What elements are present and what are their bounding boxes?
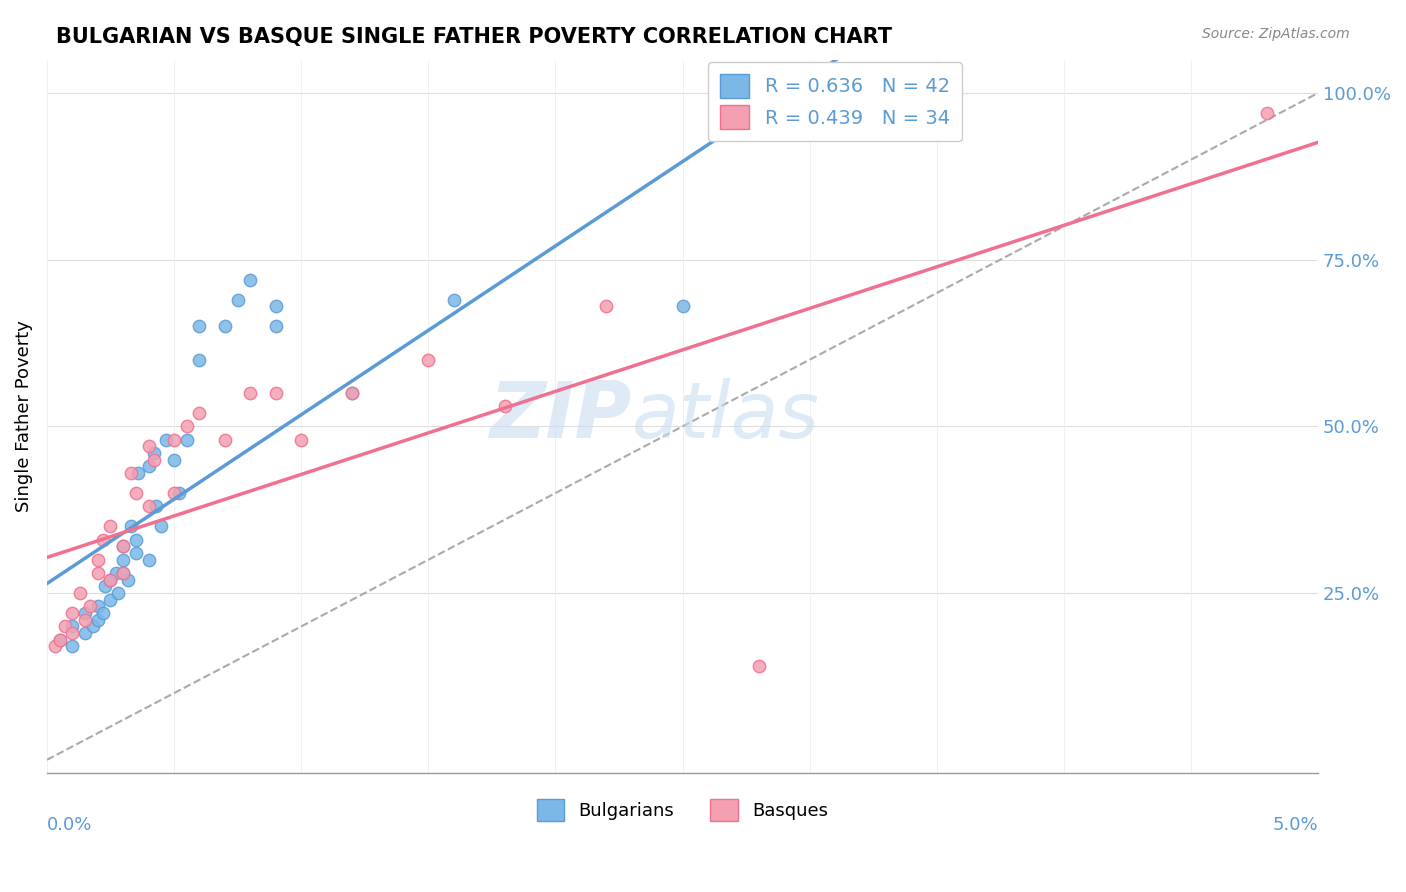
Point [60, 606, 83, 620]
Point [226, 293, 249, 307]
Point [138, 439, 160, 453]
Point [1256, 106, 1278, 120]
Point [87, 553, 110, 567]
Point [748, 659, 770, 673]
Point [167, 486, 190, 500]
Point [163, 433, 186, 447]
Point [112, 553, 135, 567]
Point [87, 566, 110, 581]
Text: atlas: atlas [631, 378, 820, 454]
Point [112, 540, 135, 554]
Point [418, 352, 440, 367]
Point [91, 533, 114, 547]
Point [87, 613, 110, 627]
Point [176, 419, 198, 434]
Point [142, 446, 165, 460]
Point [176, 433, 198, 447]
Point [264, 319, 287, 334]
Text: ZIP: ZIP [489, 378, 631, 454]
Point [340, 386, 363, 401]
Point [87, 599, 110, 614]
Point [48, 632, 70, 647]
Point [60, 626, 83, 640]
Point [214, 319, 236, 334]
Point [138, 553, 160, 567]
Legend: Bulgarians, Basques: Bulgarians, Basques [530, 792, 835, 829]
Point [188, 352, 211, 367]
Point [150, 519, 173, 533]
Point [290, 433, 312, 447]
Point [239, 273, 262, 287]
Point [60, 619, 83, 633]
Point [125, 533, 148, 547]
Point [155, 433, 177, 447]
Point [60, 640, 83, 654]
Point [48, 632, 70, 647]
Point [44, 640, 66, 654]
Point [125, 546, 148, 560]
Point [264, 299, 287, 313]
Text: Source: ZipAtlas.com: Source: ZipAtlas.com [1202, 27, 1350, 41]
Text: BULGARIAN VS BASQUE SINGLE FATHER POVERTY CORRELATION CHART: BULGARIAN VS BASQUE SINGLE FATHER POVERT… [56, 27, 893, 46]
Text: 5.0%: 5.0% [1272, 816, 1319, 834]
Point [107, 586, 129, 600]
Point [163, 486, 186, 500]
Point [100, 573, 122, 587]
Point [117, 573, 139, 587]
Point [138, 500, 160, 514]
Point [595, 299, 617, 313]
Point [125, 486, 148, 500]
Point [188, 319, 211, 334]
Point [112, 566, 135, 581]
Point [120, 466, 142, 480]
Point [82, 619, 104, 633]
Point [79, 599, 101, 614]
Point [145, 500, 167, 514]
Text: 0.0%: 0.0% [46, 816, 93, 834]
Point [100, 573, 122, 587]
Point [494, 400, 516, 414]
Point [100, 592, 122, 607]
Point [875, 106, 897, 120]
Point [94, 579, 117, 593]
Point [112, 566, 135, 581]
Point [142, 452, 165, 467]
Point [188, 406, 211, 420]
Point [100, 519, 122, 533]
Point [127, 466, 149, 480]
Point [264, 386, 287, 401]
Point [671, 299, 693, 313]
Point [214, 433, 236, 447]
Point [104, 566, 127, 581]
Y-axis label: Single Father Poverty: Single Father Poverty [15, 320, 32, 512]
Point [53, 619, 76, 633]
Point [69, 586, 91, 600]
Point [138, 459, 160, 474]
Point [73, 606, 96, 620]
Point [239, 386, 262, 401]
Point [112, 540, 135, 554]
Point [340, 386, 363, 401]
Point [91, 606, 114, 620]
Point [163, 452, 186, 467]
Point [73, 613, 96, 627]
Point [120, 519, 142, 533]
Point [443, 293, 465, 307]
Point [73, 626, 96, 640]
